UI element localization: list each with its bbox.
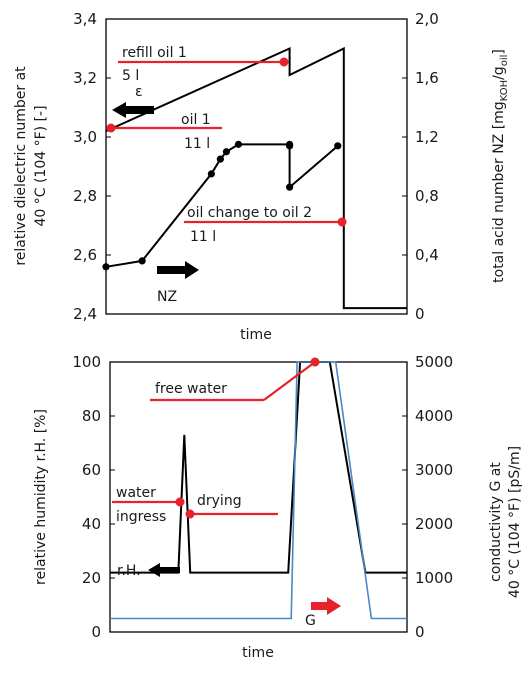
y-tick-label: 100 <box>72 353 101 371</box>
nz-data-point <box>102 263 110 271</box>
dielectric-acid-chart: 2,4 2,6 2,8 3,0 3,2 3,4 0 0,4 0,8 1,2 1,6 2,0 refi… <box>13 10 510 343</box>
bottom-y2-axis-title-line2: 40 °C (104 °F) [pS/m] <box>507 446 523 598</box>
water-ingress-annotation-sub: ingress <box>116 509 166 525</box>
nz-data-point <box>216 155 224 163</box>
y-tick-label: 40 <box>82 515 101 533</box>
bottom-plot-frame <box>109 361 408 633</box>
epsilon-series-line <box>105 46 407 310</box>
epsilon-arrow-icon <box>112 102 154 118</box>
refill-annotation-sub: 5 l <box>122 68 139 84</box>
free-water-annotation-label: free water <box>155 381 227 397</box>
y-tick-label: 3,0 <box>73 128 97 146</box>
top-series-group <box>102 46 407 310</box>
top-y-axis-title-line1: relative dielectric number at <box>13 66 29 266</box>
g-arrow-icon <box>311 597 341 615</box>
y-tick-label: 2,8 <box>73 187 97 205</box>
nz-data-point <box>286 142 294 150</box>
y2-tick-label: 0,4 <box>415 246 439 264</box>
y-tick-label: 3,4 <box>73 10 97 28</box>
oil-change-annotation-dot <box>337 217 347 227</box>
top-plot-frame <box>105 18 408 315</box>
drying-annotation-label: drying <box>197 493 242 509</box>
y2-tick-label: 5000 <box>415 353 453 371</box>
nz-data-point <box>138 257 146 265</box>
epsilon-arrow-label: ε <box>135 84 143 100</box>
nz-data-point <box>222 148 230 156</box>
nz-data-point <box>334 142 342 150</box>
nz-data-point <box>286 183 294 191</box>
top-y-axis-title-line2: 40 °C (104 °F) [-] <box>33 105 49 226</box>
oil1-annotation-sub: 11 l <box>184 136 210 152</box>
y2-tick-label: 2000 <box>415 515 453 533</box>
nz-arrow-label: NZ <box>157 289 177 305</box>
bottom-right-axis: 0 1000 2000 3000 4000 5000 <box>402 353 453 641</box>
y-tick-label: 2,6 <box>73 246 97 264</box>
y-tick-label: 0 <box>91 623 101 641</box>
refill-annotation-dot <box>279 57 289 67</box>
bottom-x-axis-title: time <box>242 645 274 661</box>
y-tick-label: 20 <box>82 569 101 587</box>
y-tick-label: 80 <box>82 407 101 425</box>
oil-change-annotation-label: oil change to oil 2 <box>187 205 312 221</box>
oil1-annotation-dot <box>106 123 116 133</box>
y2-tick-label: 1,2 <box>415 128 439 146</box>
y2-tick-label: 2,0 <box>415 10 439 28</box>
y2-tick-label: 0 <box>415 623 425 641</box>
y2-tick-label: 0,8 <box>415 187 439 205</box>
rh-arrow-label: r.H. <box>117 563 141 579</box>
nz-data-point <box>207 170 215 178</box>
nz-data-point <box>234 140 243 148</box>
rh-arrow-icon <box>148 563 180 577</box>
g-arrow-label: G <box>305 613 316 629</box>
free-water-annotation-dot <box>310 357 320 367</box>
oil1-annotation-label: oil 1 <box>181 112 211 128</box>
top-right-axis: 0 0,4 0,8 1,2 1,6 2,0 <box>402 10 439 323</box>
y-tick-label: 2,4 <box>73 305 97 323</box>
y-tick-label: 60 <box>82 461 101 479</box>
y2-tick-label: 1,6 <box>415 69 439 87</box>
top-y2-axis-title: total acid number NZ [mgKOH/goil] <box>491 49 510 283</box>
free-water-annotation-leader <box>263 361 316 401</box>
nz-arrow-icon <box>157 261 199 279</box>
humidity-conductivity-chart: 0 20 40 60 80 100 0 1000 2000 3000 4000 5000 free … <box>33 353 523 661</box>
y2-tick-label: 4000 <box>415 407 453 425</box>
y2-tick-label: 3000 <box>415 461 453 479</box>
top-left-axis: 2,4 2,6 2,8 3,0 3,2 3,4 <box>73 10 111 323</box>
bottom-y2-axis-title-line1: conductivity G at <box>488 462 504 582</box>
y2-tick-label: 1000 <box>415 569 453 587</box>
y2-tick-label: 0 <box>415 305 425 323</box>
refill-annotation-label: refill oil 1 <box>122 45 187 61</box>
bottom-left-axis: 0 20 40 60 80 100 <box>72 353 115 641</box>
water-ingress-annotation-dot <box>175 497 185 507</box>
y-tick-label: 3,2 <box>73 69 97 87</box>
top-x-axis-title: time <box>240 327 272 343</box>
nz-series-line <box>105 143 339 268</box>
water-ingress-annotation-label: water <box>116 485 156 501</box>
bottom-y-axis-title: relative humidity r.H. [%] <box>33 409 49 585</box>
drying-annotation-dot <box>185 509 195 519</box>
oil-change-annotation-sub: 11 l <box>190 229 216 245</box>
